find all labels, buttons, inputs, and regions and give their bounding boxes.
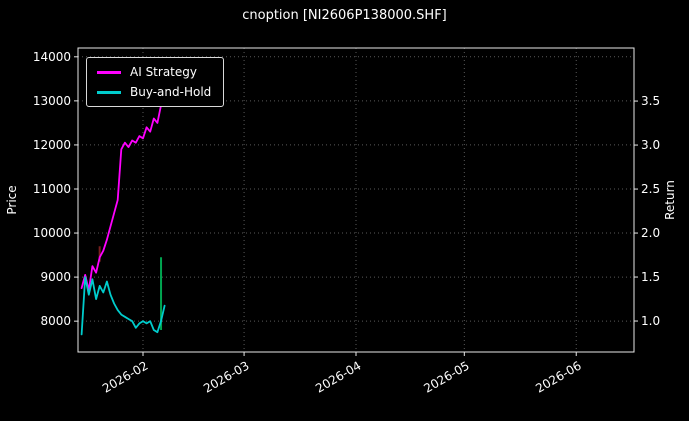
legend: AI Strategy Buy-and-Hold xyxy=(86,57,225,107)
left-axis-tick-label: 12000 xyxy=(33,138,71,152)
right-axis-title: Return xyxy=(663,180,677,220)
ai-strategy-line-swatch xyxy=(97,70,121,74)
left-axis-tick-label: 13000 xyxy=(33,94,71,108)
right-axis-tick-label: 1.5 xyxy=(641,270,660,284)
right-axis-tick-label: 1.0 xyxy=(641,314,660,328)
left-axis-tick-label: 8000 xyxy=(40,314,71,328)
x-axis-tick-label: 2026-04 xyxy=(313,358,363,395)
legend-item-ai-strategy: AI Strategy xyxy=(97,66,211,78)
legend-label-ai-strategy: AI Strategy xyxy=(130,65,197,79)
x-axis-tick-label: 2026-02 xyxy=(100,358,150,395)
right-axis-tick-label: 2.0 xyxy=(641,226,660,240)
buy-and-hold-line-swatch xyxy=(97,90,121,94)
left-axis-tick-label: 9000 xyxy=(40,270,71,284)
legend-item-buy-and-hold: Buy-and-Hold xyxy=(97,86,211,98)
right-axis-tick-label: 3.5 xyxy=(641,94,660,108)
x-axis-tick-label: 2026-05 xyxy=(421,358,471,395)
chart-title: cnoption [NI2606P138000.SHF] xyxy=(242,8,447,23)
left-axis-title: Price xyxy=(5,185,19,214)
series-line-buy-and-hold xyxy=(80,276,166,336)
series-line-ai-strategy xyxy=(80,91,166,292)
right-axis-tick-label: 2.5 xyxy=(641,182,660,196)
left-axis-tick-label: 11000 xyxy=(33,182,71,196)
legend-label-buy-and-hold: Buy-and-Hold xyxy=(130,85,212,99)
right-axis-tick-label: 3.0 xyxy=(641,138,660,152)
x-axis-tick-label: 2026-03 xyxy=(201,358,251,395)
left-axis-tick-label: 14000 xyxy=(33,50,71,64)
x-axis-tick-label: 2026-06 xyxy=(533,358,583,395)
left-axis-tick-label: 10000 xyxy=(33,226,71,240)
